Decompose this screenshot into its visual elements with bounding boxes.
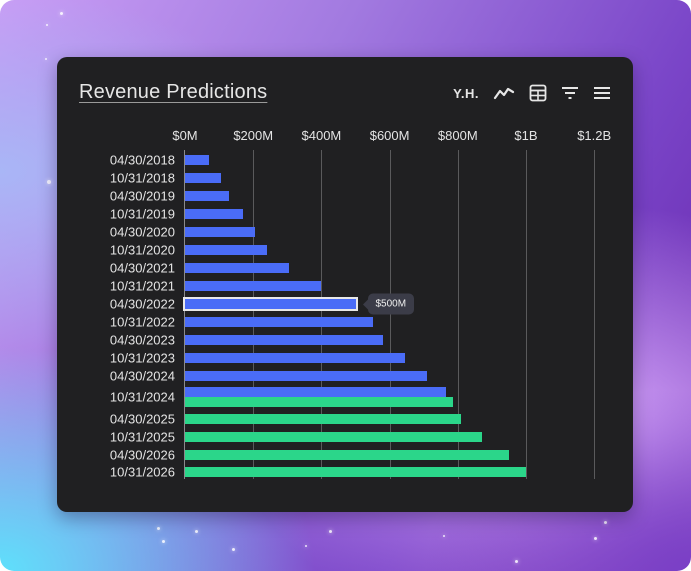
sparkle <box>594 537 597 540</box>
sparkle <box>604 521 607 524</box>
y-category-label: 10/31/2022 <box>109 314 175 330</box>
filter-icon <box>561 85 579 101</box>
predicted-revenue-bar[interactable] <box>185 397 453 407</box>
y-category-label: 04/30/2026 <box>109 447 175 463</box>
table-view-button[interactable] <box>529 83 547 103</box>
y-category-label: 04/30/2022 <box>109 296 175 312</box>
x-tick-label: $400M <box>301 128 342 143</box>
y-category-label: 10/31/2021 <box>109 278 175 294</box>
actual-revenue-bar[interactable] <box>185 191 230 201</box>
sparkle <box>443 535 445 537</box>
y-axis-line <box>184 150 185 479</box>
actual-revenue-bar[interactable] <box>185 281 322 291</box>
actual-revenue-bar[interactable] <box>185 317 373 327</box>
gridline <box>321 150 322 479</box>
actual-revenue-bar[interactable] <box>185 227 255 237</box>
sparkle <box>60 12 63 15</box>
y-category-label: 10/31/2020 <box>109 242 175 258</box>
chart-toolbar: Y.H. <box>453 83 611 103</box>
y-category-label: 04/30/2024 <box>109 368 175 384</box>
sparkle <box>232 548 235 551</box>
predicted-revenue-bar[interactable] <box>185 467 526 477</box>
sparkle <box>157 527 160 530</box>
y-category-label: 10/31/2018 <box>109 170 175 186</box>
y-category-label: 04/30/2018 <box>109 152 175 168</box>
menu-icon <box>593 85 611 101</box>
x-tick-label: $600M <box>369 128 410 143</box>
actual-revenue-bar[interactable] <box>185 387 446 397</box>
actual-revenue-bar[interactable] <box>185 209 243 219</box>
line-chart-button[interactable] <box>493 83 515 103</box>
gridline <box>458 150 459 479</box>
revenue-predictions-card: Revenue Predictions Y.H. $0M $200M $400M $6… <box>57 57 633 512</box>
predicted-revenue-bar[interactable] <box>185 450 509 460</box>
sparkle <box>329 530 332 533</box>
actual-revenue-bar[interactable] <box>185 335 383 345</box>
actual-revenue-bar[interactable] <box>185 263 289 273</box>
yh-button[interactable]: Y.H. <box>453 85 479 101</box>
y-category-label: 04/30/2019 <box>109 188 175 204</box>
sparkle <box>162 540 165 543</box>
x-tick-label: $800M <box>437 128 478 143</box>
menu-button[interactable] <box>593 83 611 103</box>
actual-revenue-bar[interactable] <box>185 173 221 183</box>
x-tick-label: $1B <box>514 128 538 143</box>
value-tooltip: $500M <box>367 293 415 315</box>
actual-revenue-bar[interactable] <box>183 297 358 311</box>
gridline <box>594 150 595 479</box>
y-category-label: 04/30/2025 <box>109 411 175 427</box>
y-category-label: 10/31/2026 <box>109 464 175 480</box>
line-chart-icon <box>493 85 515 101</box>
predicted-revenue-bar[interactable] <box>185 432 482 442</box>
actual-revenue-bar[interactable] <box>185 245 267 255</box>
y-category-label: 10/31/2024 <box>109 389 175 405</box>
sparkle <box>305 545 307 547</box>
x-tick-label: $200M <box>233 128 274 143</box>
chart-title[interactable]: Revenue Predictions <box>79 81 268 103</box>
x-tick-label: $1.2B <box>577 128 612 143</box>
x-tick-label: $0M <box>172 128 198 143</box>
filter-button[interactable] <box>561 83 579 103</box>
sparkle <box>47 180 51 184</box>
y-category-label: 04/30/2021 <box>109 260 175 276</box>
actual-revenue-bar[interactable] <box>185 353 405 363</box>
gridline <box>253 150 254 479</box>
y-category-label: 10/31/2025 <box>109 429 175 445</box>
actual-revenue-bar[interactable] <box>185 155 209 165</box>
y-category-label: 10/31/2019 <box>109 206 175 222</box>
predicted-revenue-bar[interactable] <box>185 414 462 424</box>
y-category-label: 04/30/2023 <box>109 332 175 348</box>
table-icon <box>529 84 547 102</box>
y-category-label: 04/30/2020 <box>109 224 175 240</box>
y-category-label: 10/31/2023 <box>109 350 175 366</box>
actual-revenue-bar[interactable] <box>185 371 428 381</box>
sparkle <box>46 24 48 26</box>
sparkle <box>45 58 47 60</box>
sparkle <box>195 530 198 533</box>
gridline <box>526 150 527 479</box>
sparkle <box>515 560 518 563</box>
gridline <box>390 150 391 479</box>
